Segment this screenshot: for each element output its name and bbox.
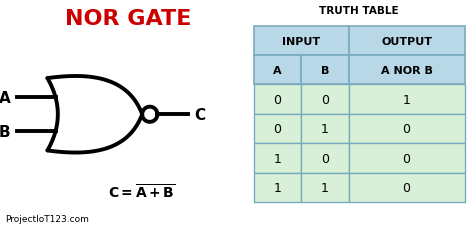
FancyBboxPatch shape [301,173,348,202]
FancyBboxPatch shape [348,144,465,173]
FancyBboxPatch shape [301,144,348,173]
Text: 0: 0 [321,152,329,165]
Text: 1: 1 [402,93,410,106]
Text: 1: 1 [273,181,281,194]
Text: B: B [320,65,329,75]
Text: TRUTH TABLE: TRUTH TABLE [319,6,399,16]
FancyBboxPatch shape [348,114,465,144]
FancyBboxPatch shape [254,144,301,173]
FancyBboxPatch shape [254,114,301,144]
Text: NOR GATE: NOR GATE [65,9,191,29]
Text: 1: 1 [321,123,328,135]
Text: 0: 0 [402,152,410,165]
FancyBboxPatch shape [348,56,465,85]
Text: INPUT: INPUT [282,36,320,46]
Text: B: B [0,124,10,139]
Text: $\mathbf{C = \overline{A + B}}$: $\mathbf{C = \overline{A + B}}$ [109,182,176,200]
FancyBboxPatch shape [254,173,301,202]
Text: 0: 0 [402,181,410,194]
Text: A: A [273,65,282,75]
Text: 0: 0 [273,93,282,106]
FancyBboxPatch shape [254,85,301,114]
Text: C: C [194,107,206,122]
Text: A NOR B: A NOR B [381,65,432,75]
FancyBboxPatch shape [301,114,348,144]
Text: 0: 0 [321,93,329,106]
Text: A: A [0,90,10,105]
FancyBboxPatch shape [348,27,465,56]
FancyBboxPatch shape [348,173,465,202]
FancyBboxPatch shape [254,56,301,85]
Text: ProjectIoT123.com: ProjectIoT123.com [5,214,89,223]
FancyBboxPatch shape [301,85,348,114]
FancyBboxPatch shape [348,85,465,114]
FancyBboxPatch shape [254,27,348,56]
Text: 0: 0 [402,123,410,135]
Text: 1: 1 [273,152,281,165]
Text: 1: 1 [321,181,328,194]
Text: OUTPUT: OUTPUT [381,36,432,46]
Text: 0: 0 [273,123,282,135]
FancyBboxPatch shape [301,56,348,85]
